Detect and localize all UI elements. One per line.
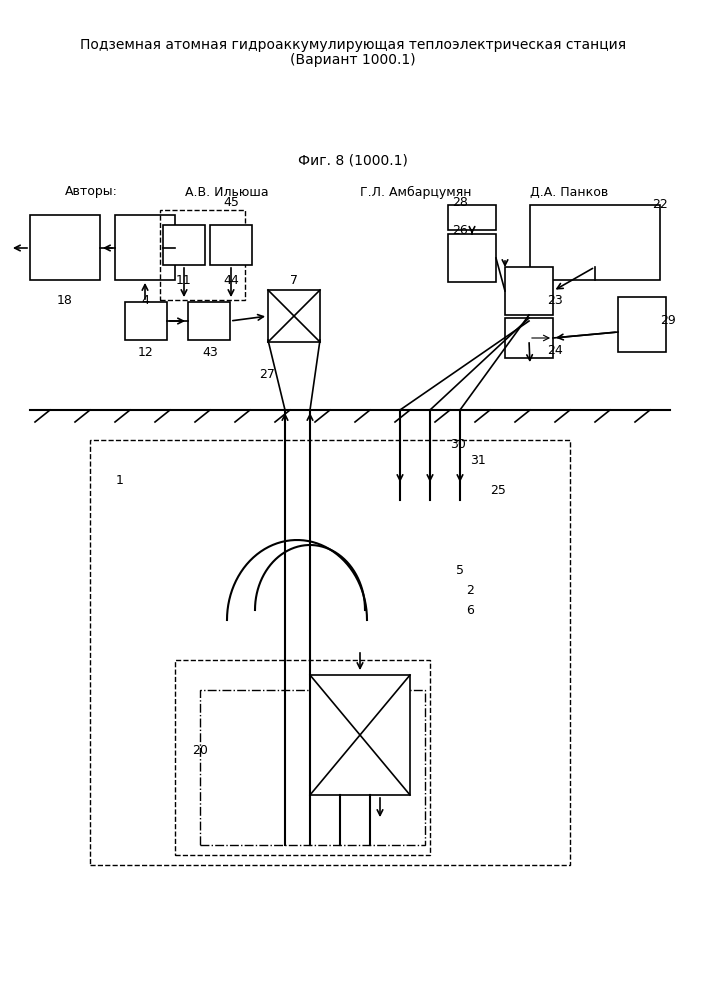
Text: Д.А. Панков: Д.А. Панков xyxy=(530,186,608,198)
Text: 20: 20 xyxy=(192,744,208,756)
Bar xyxy=(160,210,245,300)
Bar xyxy=(505,267,553,315)
Text: 22: 22 xyxy=(652,198,668,212)
Text: 18: 18 xyxy=(57,294,73,306)
Text: 1: 1 xyxy=(116,474,124,487)
Text: (Вариант 1000.1): (Вариант 1000.1) xyxy=(290,53,416,67)
Bar xyxy=(115,215,175,280)
Text: 30: 30 xyxy=(450,438,466,452)
Text: 25: 25 xyxy=(490,484,506,496)
Bar xyxy=(90,440,570,865)
Bar xyxy=(618,297,666,352)
Text: 27: 27 xyxy=(259,368,275,381)
Text: 26: 26 xyxy=(452,224,468,236)
Text: 43: 43 xyxy=(202,346,218,359)
Bar xyxy=(505,318,553,358)
Bar xyxy=(200,690,425,845)
Text: Авторы:: Авторы: xyxy=(65,186,118,198)
Bar xyxy=(268,290,320,342)
Text: Фиг. 8 (1000.1): Фиг. 8 (1000.1) xyxy=(298,153,408,167)
Text: 29: 29 xyxy=(660,314,676,326)
Text: 45: 45 xyxy=(223,196,239,209)
Text: А.В. Ильюша: А.В. Ильюша xyxy=(185,186,269,198)
Bar xyxy=(448,234,496,282)
Bar xyxy=(210,225,252,265)
Text: 23: 23 xyxy=(547,294,563,306)
Text: 11: 11 xyxy=(176,273,192,286)
Text: Г.Л. Амбарцумян: Г.Л. Амбарцумян xyxy=(360,185,472,199)
Bar xyxy=(30,215,100,280)
Bar xyxy=(448,205,496,230)
Text: 5: 5 xyxy=(456,564,464,576)
Text: 6: 6 xyxy=(466,603,474,616)
Text: 24: 24 xyxy=(547,344,563,357)
Bar xyxy=(125,302,167,340)
Text: 2: 2 xyxy=(466,584,474,596)
Bar xyxy=(175,660,430,855)
Text: 31: 31 xyxy=(470,454,486,466)
Text: 28: 28 xyxy=(452,196,468,209)
Bar xyxy=(530,205,660,280)
Text: 12: 12 xyxy=(138,346,154,359)
Text: 44: 44 xyxy=(223,273,239,286)
Text: 7: 7 xyxy=(290,273,298,286)
Bar xyxy=(188,302,230,340)
Bar xyxy=(163,225,205,265)
Text: 4: 4 xyxy=(141,294,149,306)
Text: Подземная атомная гидроаккумулирующая теплоэлектрическая станция: Подземная атомная гидроаккумулирующая те… xyxy=(80,38,626,52)
Bar xyxy=(310,675,410,795)
